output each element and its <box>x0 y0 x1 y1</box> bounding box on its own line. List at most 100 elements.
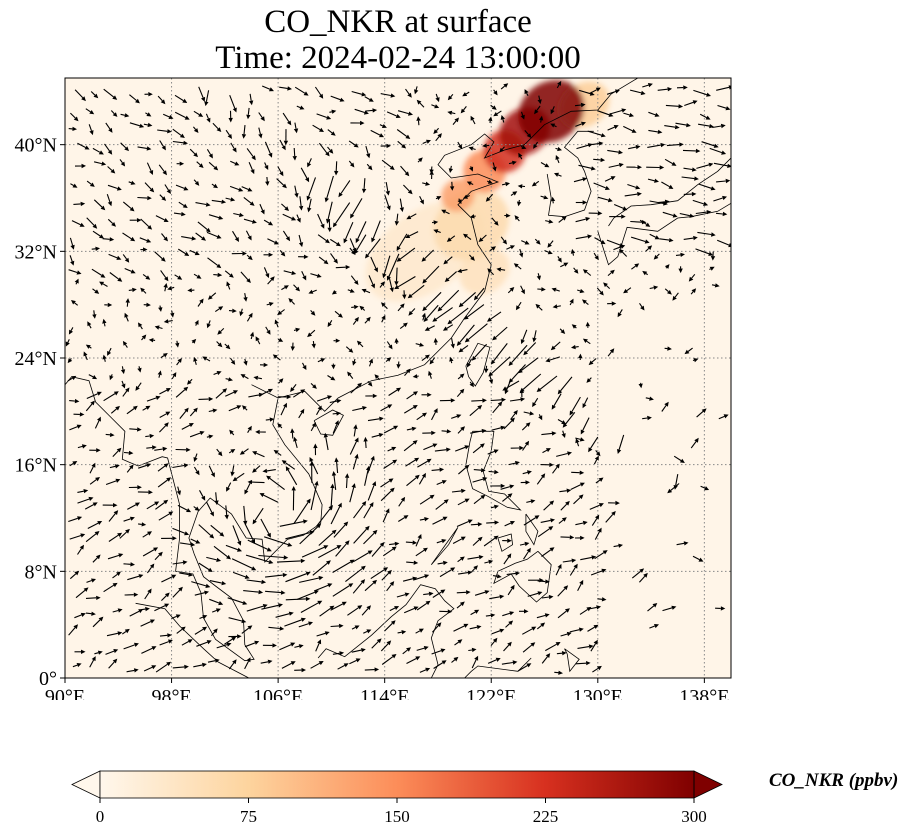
wind-vector <box>597 597 607 602</box>
wind-vector <box>294 667 306 673</box>
wind-vector <box>718 414 729 420</box>
wind-vector <box>129 427 142 432</box>
wind-vector <box>683 167 697 172</box>
wind-vector <box>416 646 429 651</box>
wind-vector <box>493 89 498 96</box>
wind-vector <box>523 547 531 560</box>
wind-vector <box>470 428 487 434</box>
wind-vector <box>229 95 237 113</box>
wind-vector <box>330 95 345 102</box>
wind-vector <box>590 639 598 652</box>
wind-vector <box>664 158 677 166</box>
wind-vector <box>575 520 588 526</box>
wind-vector <box>228 449 236 454</box>
wind-vector <box>298 408 305 419</box>
wind-vector <box>332 202 351 228</box>
wind-vector <box>683 191 697 197</box>
wind-vector <box>711 283 720 288</box>
wind-vector <box>541 431 557 436</box>
wind-vector <box>68 327 74 335</box>
wind-vector <box>154 603 170 612</box>
wind-vector <box>466 181 474 186</box>
wind-vector <box>252 465 261 473</box>
wind-vector <box>159 140 166 151</box>
wind-vector <box>352 550 373 563</box>
wind-vector <box>365 108 378 113</box>
wind-vector <box>639 302 645 311</box>
wind-vector <box>208 465 215 478</box>
wind-vector <box>489 594 505 600</box>
wind-vector <box>594 550 608 560</box>
wind-vector <box>381 302 388 310</box>
wind-vector <box>105 478 121 486</box>
wind-vector <box>645 245 653 252</box>
wind-vector <box>493 574 502 579</box>
wind-vector <box>555 155 560 164</box>
wind-vector <box>273 449 282 456</box>
wind-vector <box>582 397 589 409</box>
wind-vector <box>402 647 411 655</box>
wind-vector <box>84 502 98 510</box>
wind-vector <box>371 433 384 438</box>
wind-vector <box>349 658 361 665</box>
wind-vector <box>279 250 286 257</box>
wind-vector <box>574 102 586 108</box>
wind-vector <box>145 112 152 117</box>
wind-vector <box>608 500 620 506</box>
wind-vector <box>68 269 82 275</box>
wind-vector <box>352 453 359 470</box>
wind-vector <box>519 373 542 393</box>
y-tick-label: 0° <box>39 668 57 690</box>
wind-vector <box>110 405 120 414</box>
wind-vector <box>89 656 96 668</box>
wind-vector <box>386 253 400 281</box>
wind-vector <box>301 271 307 281</box>
wind-vector <box>279 86 292 91</box>
wind-vector <box>431 104 440 109</box>
wind-vector <box>580 555 597 561</box>
wind-vector <box>292 147 297 161</box>
wind-vector <box>690 288 697 295</box>
wind-vector <box>109 464 120 469</box>
wind-vector <box>575 437 585 442</box>
wind-vector <box>560 500 570 511</box>
wind-vector <box>557 256 562 263</box>
wind-vector <box>363 502 374 519</box>
wind-vector <box>216 448 223 457</box>
wind-vector <box>350 382 362 394</box>
wind-vector <box>368 275 375 289</box>
wind-vector <box>588 605 602 610</box>
wind-vector <box>470 609 480 616</box>
wind-vector <box>143 122 153 128</box>
wind-vector <box>716 85 731 91</box>
wind-vector <box>423 443 438 451</box>
wind-vector <box>424 325 435 331</box>
wind-vector <box>396 361 401 369</box>
wind-vector <box>550 123 557 128</box>
wind-vector <box>366 163 373 171</box>
wind-vector <box>431 408 438 421</box>
wind-vector <box>400 165 410 177</box>
wind-vector <box>448 165 453 173</box>
wind-vector <box>246 604 268 612</box>
wind-vector <box>159 633 172 638</box>
wind-vector <box>421 312 426 321</box>
wind-vector <box>214 492 219 506</box>
wind-vector <box>290 342 295 351</box>
wind-vector <box>140 287 147 294</box>
wind-vector <box>451 656 459 663</box>
wind-vector <box>126 464 134 473</box>
wind-vector <box>260 518 271 538</box>
wind-vector <box>403 440 418 452</box>
wind-vector <box>302 362 307 370</box>
wind-vector <box>364 316 371 324</box>
wind-vector <box>90 91 99 99</box>
wind-vector <box>290 383 297 392</box>
wind-vector <box>266 475 285 491</box>
wind-vector <box>483 535 499 547</box>
wind-vector <box>510 445 524 451</box>
wind-vector <box>277 337 284 342</box>
wind-vector <box>603 282 611 290</box>
wind-vector <box>431 648 446 655</box>
wind-vector <box>597 196 613 203</box>
